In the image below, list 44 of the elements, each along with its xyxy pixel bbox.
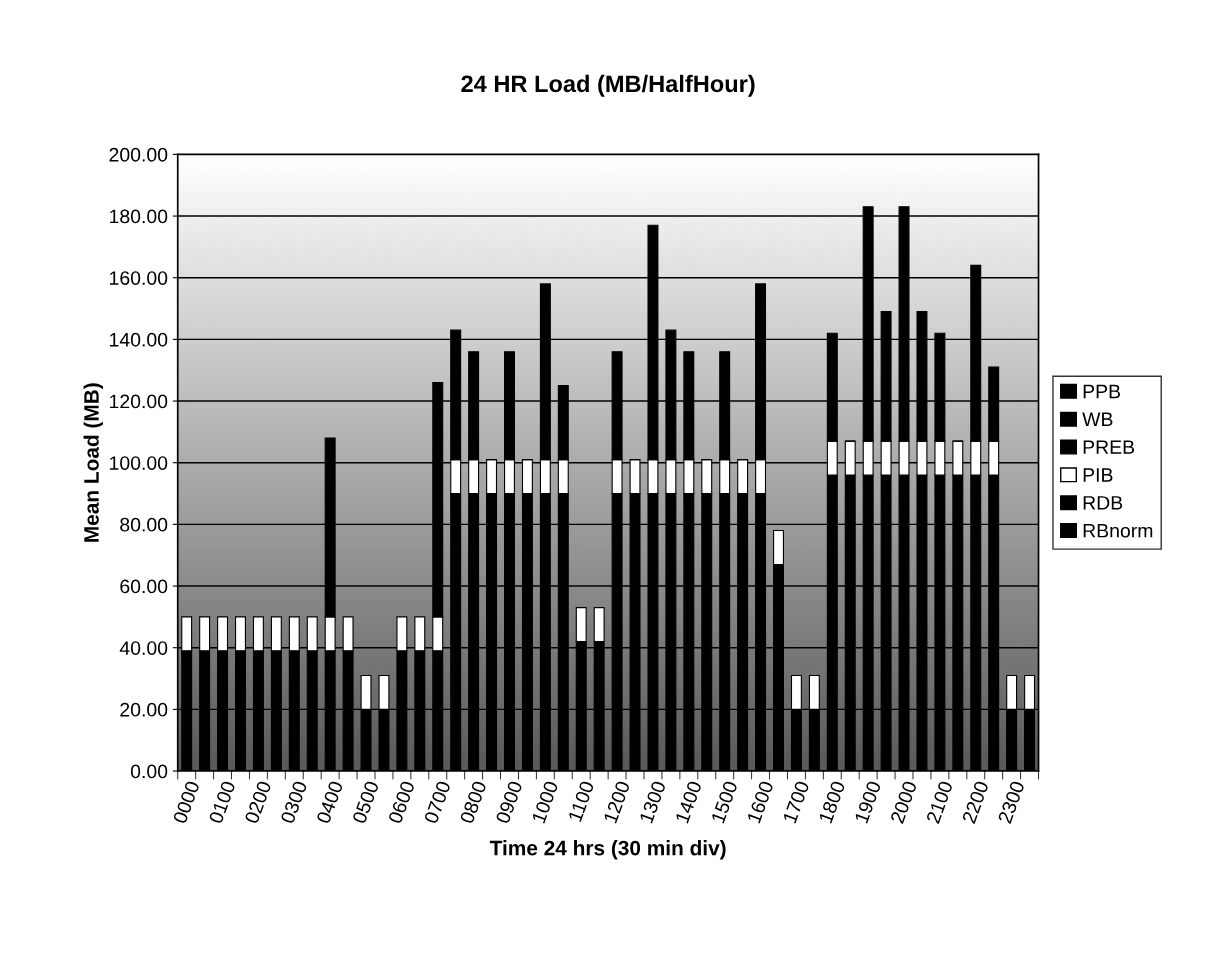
legend-label: PIB [1083,468,1113,482]
y-tick-label: 180.00 [110,209,168,224]
y-tick-label: 20.00 [120,702,168,717]
x-tick-label: 1800 [818,780,846,824]
legend-label: RBnorm [1083,523,1153,538]
y-tick-label: 200.00 [109,147,168,162]
y-tick-label: 160.00 [110,271,168,285]
x-tick-label: 0900 [495,780,523,825]
y-tick-label: 120.00 [110,394,168,409]
chart-title: 24 HR Load (MB/HalfHour) [461,74,755,97]
y-tick-label: 60.00 [120,579,168,594]
x-tick-label: 0200 [244,780,272,825]
x-tick-label: 0000 [172,780,200,825]
legend-label: RDB [1083,496,1123,510]
x-tick-label: 0700 [423,780,451,825]
x-tick-label: 0400 [316,780,344,825]
y-tick-label: 40.00 [119,641,168,655]
x-axis-title: Time 24 hrs (30 min div) [489,840,726,860]
x-tick-label: 1200 [603,780,631,824]
y-tick-label: 0.00 [130,764,168,779]
x-tick-label: 1300 [639,780,667,824]
x-tick-label: 1700 [782,780,810,824]
x-tick-label: 0800 [459,780,487,825]
x-tick-label: 0500 [351,780,380,825]
x-tick-label: 1500 [710,780,738,824]
x-tick-label: 2000 [890,780,918,824]
x-tick-label: 1600 [746,780,774,824]
legend-label: PREB [1083,440,1135,454]
x-tick-label: 1100 [567,780,595,823]
x-tick-label: 2300 [997,780,1025,824]
x-tick-label: 2100 [925,780,954,824]
legend-label: PPB [1083,384,1121,399]
x-tick-label: 0600 [387,780,416,825]
legend-label: WB [1082,412,1113,426]
x-tick-label: 1000 [531,780,559,824]
x-tick-label: 1400 [675,780,702,824]
x-tick-label: 0300 [280,780,308,825]
y-tick-label: 80.00 [120,517,168,532]
x-tick-label: 1900 [854,780,882,824]
x-tick-label: 0100 [208,780,236,825]
y-tick-label: 100.00 [110,456,168,470]
y-axis-title: Mean Load (MB) [83,383,103,542]
x-tick-label: 2200 [961,780,989,824]
y-tick-label: 140.00 [110,332,168,347]
